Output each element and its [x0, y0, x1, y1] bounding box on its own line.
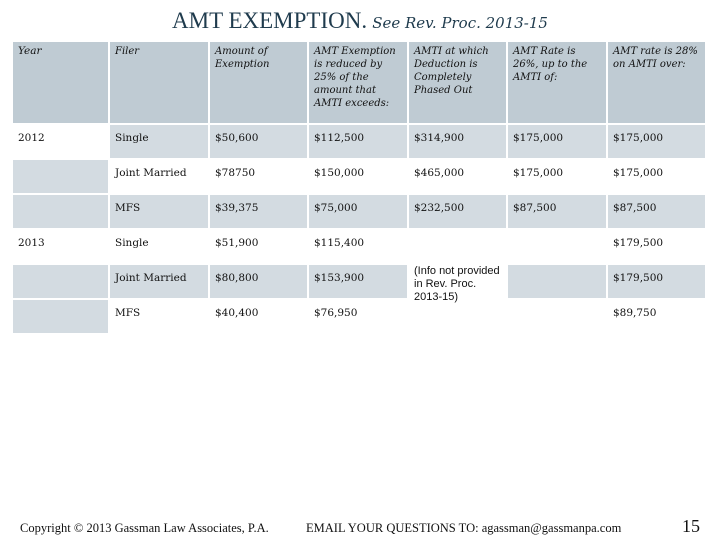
- filer-cell: Joint Married: [110, 160, 210, 195]
- rate26-cell: [508, 230, 608, 265]
- exemption-cell: $40,400: [210, 300, 309, 335]
- rate26-cell: $175,000: [508, 125, 608, 160]
- year-cell: [13, 195, 110, 230]
- year-cell: [13, 300, 110, 335]
- header-filer: Filer: [110, 42, 210, 125]
- header-amount-of-exemption: Amount of Exemption: [210, 42, 309, 125]
- rate28-cell: $89,750: [608, 300, 707, 335]
- rate26-cell: [508, 300, 608, 335]
- rate28-cell: $179,500: [608, 230, 707, 265]
- phaseout-cell: $314,900: [409, 125, 508, 160]
- footer-copyright: Copyright © 2013 Gassman Law Associates,…: [20, 521, 269, 535]
- table-row: MFS $39,375 $75,000 $232,500 $87,500 $87…: [13, 195, 707, 230]
- filer-cell: Joint Married: [110, 265, 210, 300]
- exemption-cell: $80,800: [210, 265, 309, 300]
- rate28-cell: $179,500: [608, 265, 707, 300]
- reduced-cell: $115,400: [309, 230, 409, 265]
- footer-email: EMAIL YOUR QUESTIONS TO: agassman@gassma…: [306, 521, 622, 535]
- rate26-cell: $87,500: [508, 195, 608, 230]
- phaseout-cell: $232,500: [409, 195, 508, 230]
- header-year: Year: [13, 42, 110, 125]
- reduced-cell: $150,000: [309, 160, 409, 195]
- reduced-cell: $153,900: [309, 265, 409, 300]
- table-row: MFS $40,400 $76,950 $89,750: [13, 300, 707, 335]
- header-phaseout-amti: AMTI at which Deduction is Completely Ph…: [409, 42, 508, 125]
- header-28-rate: AMT rate is 28% on AMTI over:: [608, 42, 707, 125]
- table-row: 2012 Single $50,600 $112,500 $314,900 $1…: [13, 125, 707, 160]
- slide-title: AMT EXEMPTION. See Rev. Proc. 2013-15: [0, 8, 720, 34]
- table-row: 2013 Single $51,900 $115,400 (Info not p…: [13, 230, 707, 335]
- table-row: Joint Married $80,800 $153,900 $179,500: [13, 265, 707, 300]
- exemption-cell: $78750: [210, 160, 309, 195]
- filer-cell: Single: [110, 125, 210, 160]
- page-number: 15: [682, 516, 700, 536]
- year-cell: [13, 265, 110, 300]
- reduced-cell: $112,500: [309, 125, 409, 160]
- year-cell: 2013: [13, 230, 110, 265]
- exemption-cell: $51,900: [210, 230, 309, 265]
- filer-cell: MFS: [110, 195, 210, 230]
- filer-cell: Single: [110, 230, 210, 265]
- phaseout-cell: $465,000: [409, 160, 508, 195]
- amt-exemption-table: Year Filer Amount of Exemption AMT Exemp…: [13, 42, 707, 335]
- rate28-cell: $87,500: [608, 195, 707, 230]
- title-subtitle: See Rev. Proc. 2013-15: [372, 14, 548, 32]
- title-main: AMT EXEMPTION.: [172, 8, 368, 33]
- exemption-cell: $50,600: [210, 125, 309, 160]
- reduced-cell: $75,000: [309, 195, 409, 230]
- table-row: Joint Married $78750 $150,000 $465,000 $…: [13, 160, 707, 195]
- year-cell: [13, 160, 110, 195]
- reduced-cell: $76,950: [309, 300, 409, 335]
- rate28-cell: $175,000: [608, 160, 707, 195]
- rate26-cell: [508, 265, 608, 300]
- exemption-cell: $39,375: [210, 195, 309, 230]
- rate26-cell: $175,000: [508, 160, 608, 195]
- header-reduction-threshold: AMT Exemption is reduced by 25% of the a…: [309, 42, 409, 125]
- rate28-cell: $175,000: [608, 125, 707, 160]
- year-cell: 2012: [13, 125, 110, 160]
- header-26-rate: AMT Rate is 26%, up to the AMTI of:: [508, 42, 608, 125]
- table-header-row: Year Filer Amount of Exemption AMT Exemp…: [13, 42, 707, 125]
- filer-cell: MFS: [110, 300, 210, 335]
- info-not-provided-note: (Info not provided in Rev. Proc. 2013-15…: [409, 230, 508, 335]
